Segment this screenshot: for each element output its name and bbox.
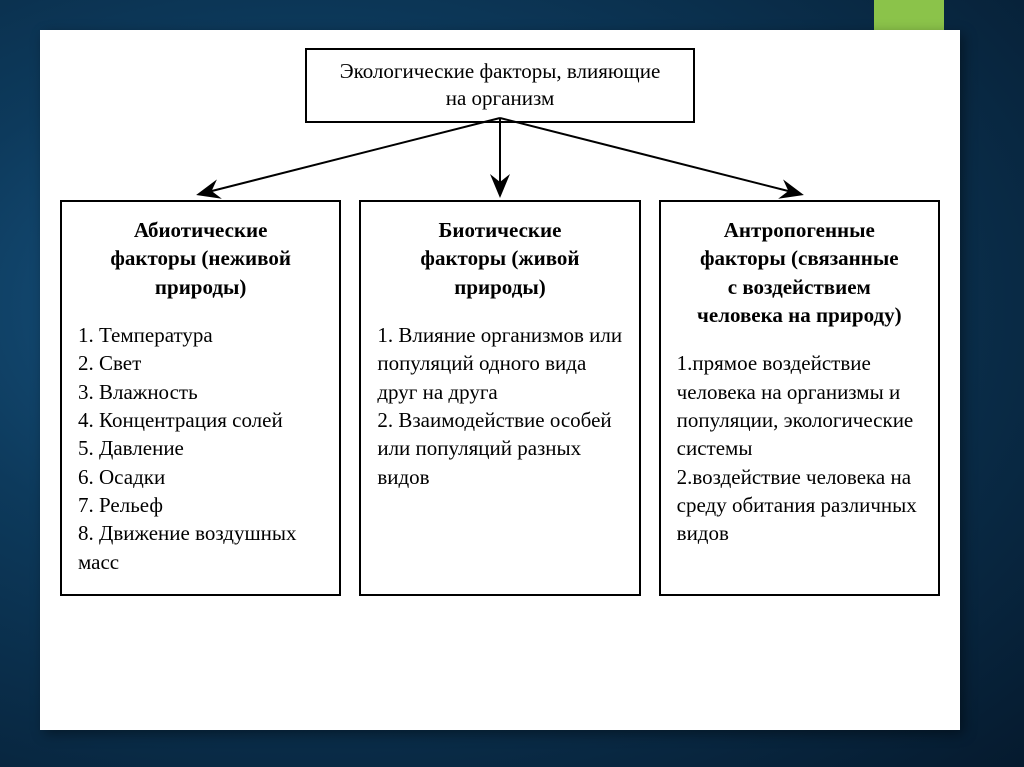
t: Биотические [439,218,562,242]
columns-row: Абиотические факторы (неживой природы) 1… [60,200,940,596]
t: Антропогенные [724,218,875,242]
column-biotic-title: Биотические факторы (живой природы) [377,216,622,301]
list-item: 1.прямое воздействие человека на организ… [677,349,922,462]
list-item: 6. Осадки [78,463,323,491]
list-item: 4. Концентрация солей [78,406,323,434]
t: природы) [454,275,545,299]
list-item: 8. Движение воздушных масс [78,519,323,576]
list-item: 1. Влияние организмов или популяций одно… [377,321,622,406]
t: человека на природу) [697,303,902,327]
list-item: 7. Рельеф [78,491,323,519]
column-anthropogenic: Антропогенные факторы (связанные с возде… [659,200,940,596]
t: с воздействием [728,275,871,299]
t: факторы (связанные [700,246,899,270]
list-item: 2.воздействие человека на среду обитания… [677,463,922,548]
list-item: 1. Температура [78,321,323,349]
list-item: 2. Свет [78,349,323,377]
root-line1: Экологические факторы, влияющие [340,59,661,83]
root-node: Экологические факторы, влияющие на орган… [305,48,695,123]
column-abiotic-title: Абиотические факторы (неживой природы) [78,216,323,301]
column-anthropogenic-title: Антропогенные факторы (связанные с возде… [677,216,922,329]
root-line2: на организм [446,86,555,110]
t: факторы (неживой [110,246,291,270]
t: Абиотические [134,218,268,242]
list-item: 5. Давление [78,434,323,462]
column-abiotic: Абиотические факторы (неживой природы) 1… [60,200,341,596]
diagram-panel: Экологические факторы, влияющие на орган… [40,30,960,730]
t: природы) [155,275,246,299]
list-item: 3. Влажность [78,378,323,406]
list-item: 2. Взаимодействие особей или популяций р… [377,406,622,491]
t: факторы (живой [420,246,579,270]
column-biotic: Биотические факторы (живой природы) 1. В… [359,200,640,596]
